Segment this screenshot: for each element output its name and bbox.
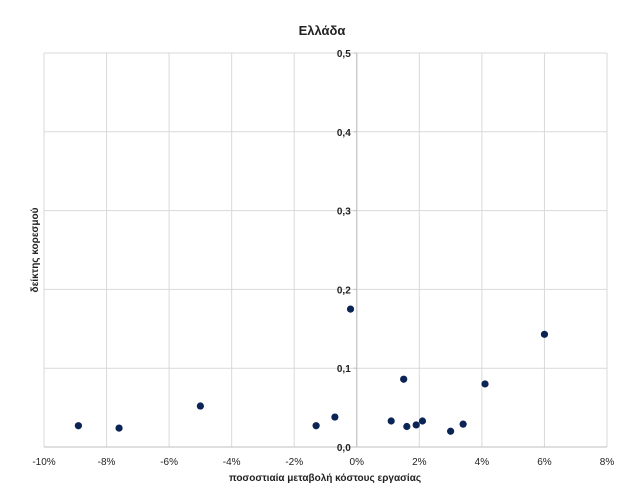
x-tick-label: -10%	[32, 457, 55, 468]
x-tick-label: -4%	[223, 457, 241, 468]
data-point	[387, 417, 395, 425]
x-tick-label: 8%	[600, 457, 615, 468]
data-point	[74, 422, 83, 430]
x-tick-label: -6%	[160, 457, 178, 468]
x-tick-labels: -10% -8% -6% -4% -2% 0% 2% 4% 6% 8%	[32, 457, 614, 468]
data-point	[400, 375, 408, 383]
data-point	[115, 424, 123, 432]
data-point	[331, 413, 339, 421]
y-tick-label: 0,0	[337, 443, 351, 454]
data-point	[346, 305, 355, 313]
x-tick-label: 6%	[537, 457, 552, 468]
data-points	[74, 305, 549, 435]
grid-lines	[43, 52, 608, 448]
y-tick-label: 0,1	[337, 364, 351, 375]
data-point	[481, 380, 489, 388]
data-point	[459, 420, 467, 428]
axes	[44, 52, 607, 448]
y-tick-labels: 0,0 0,1 0,2 0,3 0,4 0,5	[337, 49, 351, 454]
data-point	[196, 402, 204, 410]
x-tick-label: 0%	[350, 457, 365, 468]
x-tick-label: -2%	[285, 457, 303, 468]
y-tick-label: 0,2	[337, 285, 351, 296]
data-point	[412, 421, 420, 429]
y-tick-label: 0,5	[337, 49, 351, 60]
y-tick-label: 0,3	[337, 207, 351, 218]
x-tick-label: 4%	[475, 457, 490, 468]
data-point	[540, 330, 549, 338]
chart-title: Ελλάδα	[299, 23, 346, 38]
x-tick-label: 2%	[412, 457, 427, 468]
y-axis-title: δείκτης κορεσμού	[30, 207, 41, 292]
data-point	[312, 422, 320, 430]
y-tick-label: 0,4	[337, 128, 351, 139]
x-tick-label: -8%	[98, 457, 116, 468]
data-point	[403, 422, 411, 431]
x-axis-title: ποσοστιαία μεταβολή κόστους εργασίας	[229, 473, 421, 484]
data-point	[447, 427, 455, 435]
data-point	[418, 417, 427, 425]
